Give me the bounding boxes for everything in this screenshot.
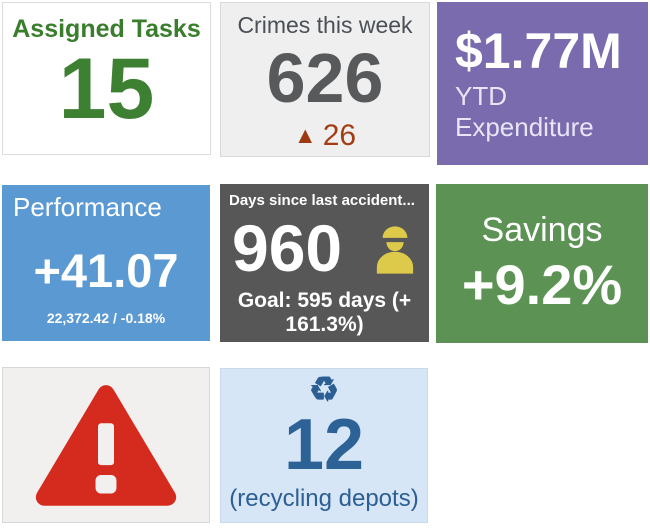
performance-detail: 22,372.42 / -0.18% [46,310,166,326]
warning-tile [2,367,210,523]
expenditure-tile: $1.77M YTD Expenditure [437,2,648,165]
assigned-tasks-value: 15 [58,41,155,137]
savings-value: +9.2% [461,253,623,317]
crimes-delta: ▲ 26 [221,119,429,153]
performance-value: +41.07 [33,244,179,297]
crimes-delta-value: 26 [322,119,357,152]
crimes-title: Crimes this week [237,12,413,38]
expenditure-value: $1.77M [455,23,622,79]
accident-title: Days since last accident... [229,192,415,209]
accident-tile: Days since last accident... 960 Goal: 59… [220,184,429,342]
performance-title: Performance [13,192,162,222]
savings-title: Savings [481,211,603,250]
accident-value: 960 [232,211,343,285]
accident-goal: Goal: 595 days (+ 161.3%) [237,289,412,336]
savings-tile: Savings +9.2% [436,184,648,343]
up-triangle-icon: ▲ [293,122,317,148]
performance-tile: Performance +41.07 22,372.42 / -0.18% [2,185,210,341]
expenditure-label: YTD Expenditure [455,81,594,142]
recycling-tile: ♻ 12 (recycling depots) [220,368,428,523]
recycling-value: 12 [283,405,365,486]
crimes-value: 626 [266,39,384,117]
assigned-tasks-tile: Assigned Tasks 15 [2,2,211,155]
worker-icon [374,218,416,279]
recycling-label: (recycling depots) [229,485,419,513]
warning-triangle-icon [32,379,180,512]
crimes-tile: Crimes this week 626 ▲ 26 [220,2,430,157]
recycle-icon: ♻ [308,371,340,409]
assigned-tasks-title: Assigned Tasks [12,15,201,43]
